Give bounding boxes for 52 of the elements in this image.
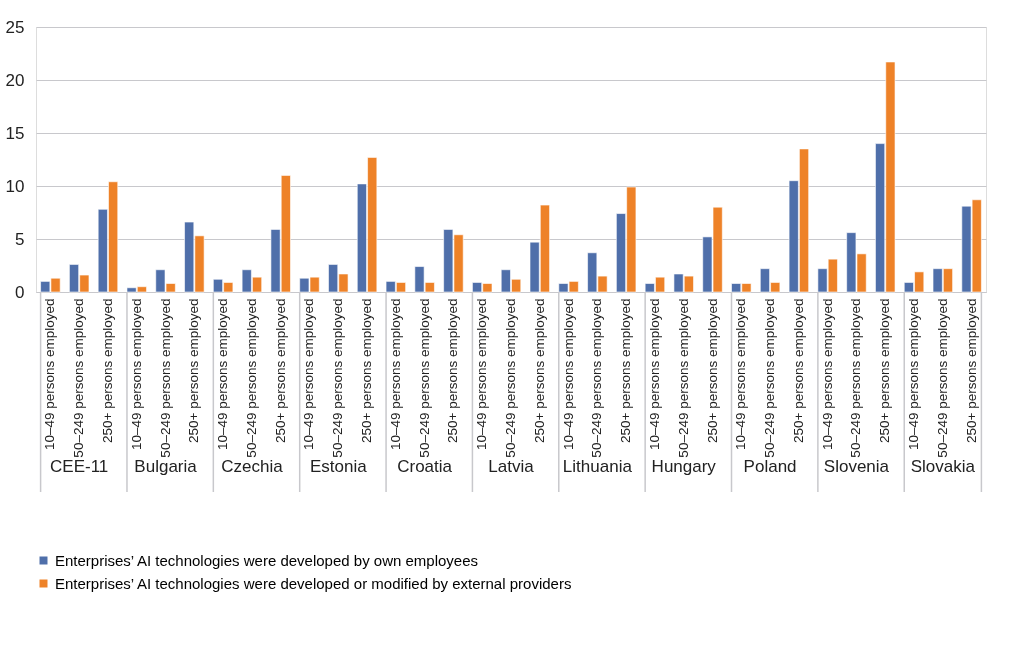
- x-tick-label: 250+ persons employed: [618, 298, 634, 443]
- x-tick-label: 50–249 persons employed: [675, 298, 691, 458]
- y-tick-label: 5: [15, 229, 25, 249]
- x-tick-label: 250+ persons employed: [704, 298, 720, 443]
- x-tick-label: 10–49 persons employed: [733, 298, 749, 451]
- x-tick-label: 50–249 persons employed: [934, 298, 950, 458]
- x-tick-label: 50–249 persons employed: [762, 298, 778, 458]
- text: CEE-11: [50, 457, 109, 476]
- x-tick-label: 10–49 persons employed: [560, 298, 576, 451]
- text: Croatia: [397, 457, 453, 476]
- x-tick-label: 250+ persons employed: [445, 298, 461, 443]
- x-tick-label: 250+ persons employed: [531, 298, 547, 443]
- legend-label: Enterprises’ AI technologies were developed by own employees: [55, 551, 479, 569]
- x-tick-label: 50–249 persons employed: [416, 298, 432, 458]
- text: Latvia: [488, 457, 535, 476]
- x-tick-label: 50–249 persons employed: [589, 298, 605, 458]
- x-tick-label: 250+ persons employed: [99, 298, 115, 443]
- x-tick-label: 10–49 persons employed: [42, 298, 58, 451]
- text: Slovakia: [910, 457, 976, 476]
- text: Bulgaria: [134, 457, 198, 476]
- x-tick-label: 50–249 persons employed: [330, 298, 346, 458]
- y-tick-label: 20: [5, 70, 25, 90]
- x-tick-label: 50–249 persons employed: [157, 298, 173, 458]
- x-tick-label: 250+ persons employed: [272, 298, 288, 443]
- x-tick-label: 250+ persons employed: [790, 298, 806, 443]
- x-tick-label: 10–49 persons employed: [128, 298, 144, 451]
- x-tick-label: 50–249 persons employed: [848, 298, 864, 458]
- x-tick-label: 250+ persons employed: [359, 298, 375, 443]
- x-tick-label: 10–49 persons employed: [387, 298, 403, 451]
- x-tick-label: 10–49 persons employed: [906, 298, 922, 451]
- y-tick-label: 0: [15, 282, 25, 302]
- y-tick-label: 25: [5, 17, 25, 37]
- text: Lithuania: [562, 457, 633, 476]
- legend-label: Enterprises’ AI technologies were developed or modified by external providers: [55, 574, 572, 592]
- text: Poland: [743, 457, 797, 476]
- x-tick-label: 10–49 persons employed: [474, 298, 490, 451]
- x-tick-label: 50–249 persons employed: [243, 298, 259, 458]
- y-tick-label: 15: [5, 123, 25, 143]
- text: Slovenia: [823, 457, 890, 476]
- y-tick-label: 10: [5, 176, 25, 196]
- x-tick-label: 50–249 persons employed: [503, 298, 518, 458]
- x-tick-label: 250+ persons employed: [877, 298, 893, 443]
- text: Czechia: [221, 457, 284, 476]
- x-tick-label: 10–49 persons employed: [646, 298, 662, 451]
- x-tick-label: 250+ persons employed: [963, 298, 979, 443]
- text: Estonia: [309, 457, 368, 476]
- x-tick-label: 10–49 persons employed: [301, 298, 317, 451]
- x-tick-label: 10–49 persons employed: [215, 298, 231, 451]
- x-tick-label: 250+ persons employed: [186, 298, 202, 443]
- x-tick-label: 10–49 persons employed: [819, 298, 835, 451]
- text: Hungary: [651, 457, 717, 476]
- x-tick-label: 50–249 persons employed: [71, 298, 87, 458]
